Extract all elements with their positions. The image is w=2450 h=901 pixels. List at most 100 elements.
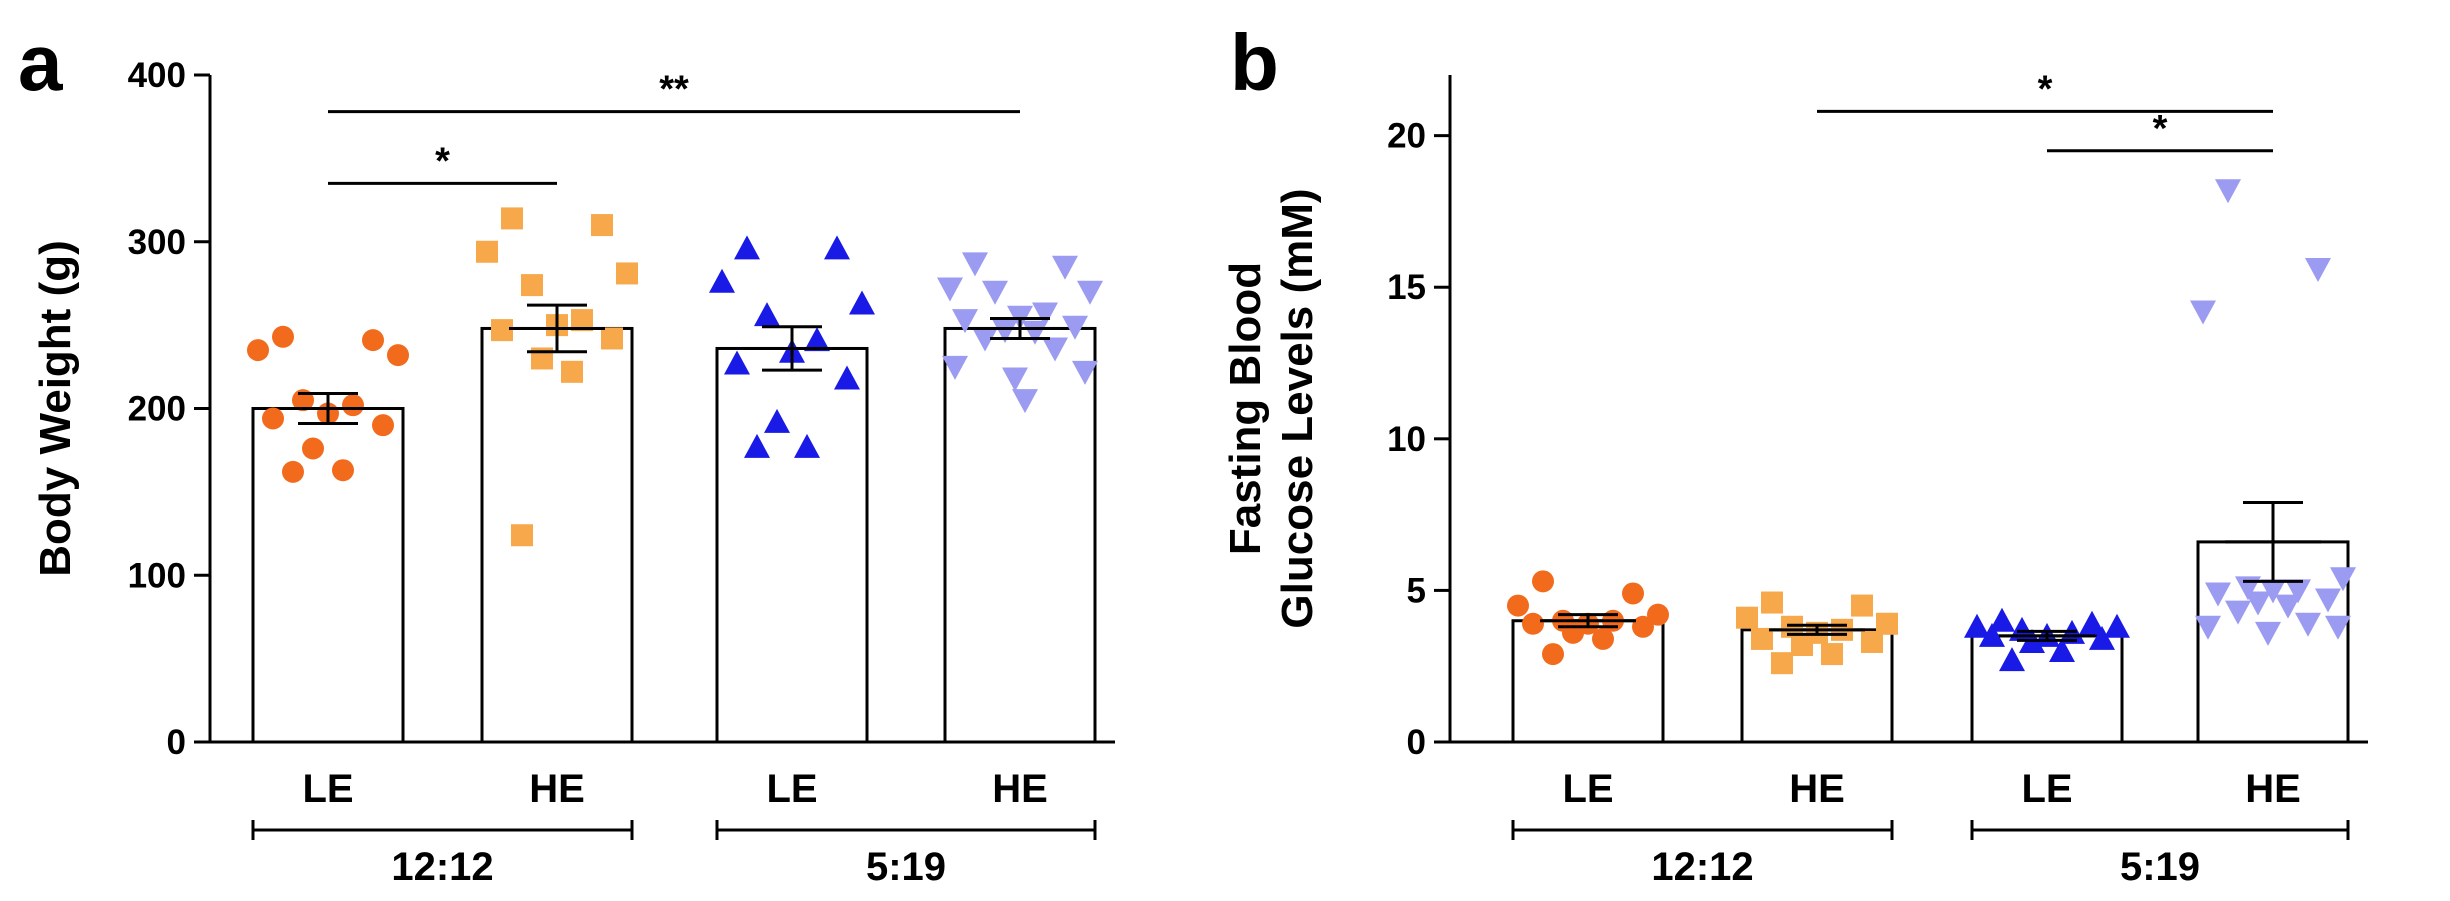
data-point [332,459,354,482]
data-point [2255,621,2281,646]
bar-group-0: LE [247,325,409,811]
bar [715,346,869,744]
x-category-label: LE [766,767,817,811]
bar-group-1: HE [1736,591,1898,811]
data-point [1632,615,1654,638]
y-tick-label: 400 [128,56,186,95]
data-point [2245,591,2271,616]
data-point [501,207,523,230]
data-point [1964,613,1990,638]
data-point [804,327,830,352]
data-point [744,433,770,458]
data-point [1761,591,1783,614]
bar [251,407,405,744]
data-point [342,394,364,417]
group-bracket: 5:19 [715,820,1097,889]
data-point [1532,570,1554,593]
data-point [1522,612,1544,635]
data-point [754,302,780,327]
data-point [1851,594,1873,617]
data-point [282,460,304,483]
panel-label: a [18,18,63,107]
chart-panel-b: b 0 5 10 15 20 Fasting Blood Glucose Levels (mM… [1221,18,2368,889]
data-point [937,277,963,302]
y-tick-label: 100 [128,556,186,595]
data-point [2305,258,2331,283]
data-point [1821,643,1843,666]
significance-label: ** [659,69,689,111]
data-point [972,327,998,352]
x-category-label: HE [1789,767,1845,811]
data-point [2195,615,2221,640]
y-tick-label: 15 [1387,268,1426,307]
y-axis-label: Fasting Blood [1221,262,1270,555]
group-bracket: 12:12 [251,820,634,889]
data-point [1062,315,1088,340]
data-point [387,344,409,367]
y-axis-label: Body Weight (g) [31,240,80,576]
data-point [476,240,498,263]
significance-label: * [2153,108,2168,150]
data-point [372,414,394,437]
data-point [1771,652,1793,675]
data-point [1052,255,1078,280]
data-point [1791,633,1813,656]
data-point [362,329,384,352]
bar-group-0: LE [1507,570,1669,811]
bar-group-2: LE [1964,607,2130,811]
bar [1511,619,1665,744]
y-tick-label: 200 [128,390,186,429]
data-point [834,365,860,390]
data-point [491,319,513,342]
data-point [2104,613,2130,638]
data-point [1562,621,1584,644]
data-point [616,262,638,285]
data-point [1542,643,1564,666]
data-point [1012,389,1038,414]
data-point [1781,615,1803,638]
group-bracket: 12:12 [1511,820,1894,889]
data-point [1042,337,1068,362]
data-point [1507,594,1529,617]
data-point [794,433,820,458]
data-point [2325,615,2351,640]
data-point [2205,582,2231,607]
data-point [709,268,735,293]
data-point [247,339,269,362]
data-point [2285,579,2311,604]
data-point [2295,612,2321,637]
data-point [1647,603,1669,626]
y-axis: 0 5 10 15 20 [1387,75,1452,762]
data-point [2275,594,2301,619]
group-label: 5:19 [866,845,946,889]
y-tick-label: 300 [128,223,186,262]
x-category-label: HE [529,767,585,811]
data-point [1077,280,1103,305]
bar-group-2: LE [709,235,875,811]
significance-marker: * [328,140,557,185]
group-label: 12:12 [1651,845,1753,889]
data-point [2049,638,2075,663]
group-bracket: 5:19 [1970,820,2350,889]
y-tick-label: 0 [167,723,186,762]
panel-label: b [1230,18,1279,107]
data-point [2260,579,2286,604]
y-axis-label: Glucose Levels (mM) [1273,188,1322,628]
x-category-label: HE [992,767,1048,811]
data-point [511,524,533,547]
data-point [601,327,623,350]
data-point [1979,622,2005,647]
group-label: 12:12 [391,845,493,889]
data-point [824,235,850,260]
significance-marker: * [2047,108,2273,153]
x-category-label: LE [2021,767,2072,811]
data-point [982,280,1008,305]
data-point [849,290,875,315]
data-point [521,274,543,297]
data-point [992,319,1018,344]
data-point [272,325,294,348]
group-label: 5:19 [2120,845,2200,889]
data-point [302,437,324,460]
data-point [724,350,750,375]
